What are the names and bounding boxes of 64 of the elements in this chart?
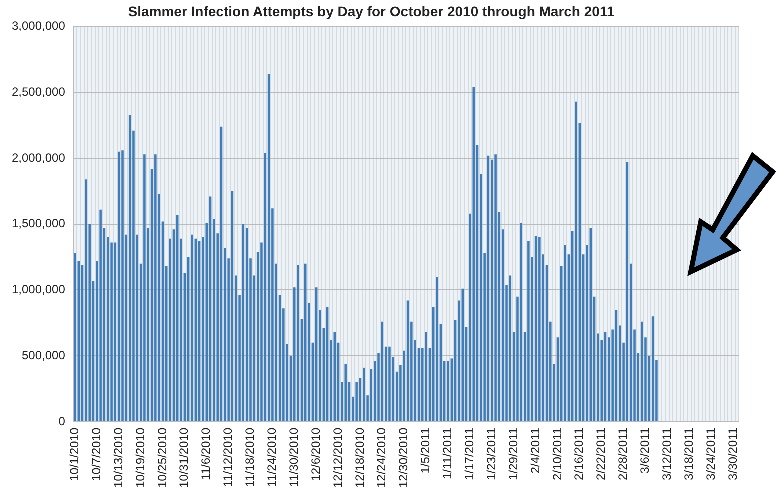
x-tick-label: 3/18/2011 xyxy=(682,428,696,480)
x-tick-label: 3/30/2011 xyxy=(726,428,740,480)
x-tick-label: 12/18/2010 xyxy=(352,428,367,488)
bar xyxy=(363,368,366,422)
x-tick-label: 11/12/2010 xyxy=(221,428,236,488)
bar xyxy=(74,253,76,422)
bar xyxy=(191,234,194,422)
x-tick-label: 2/28/2011 xyxy=(616,428,630,480)
y-tick-label: 3,000,000 xyxy=(12,19,66,34)
bar xyxy=(472,87,475,422)
y-tick-label: 1,000,000 xyxy=(12,282,66,297)
x-tick-label: 12/6/2010 xyxy=(308,428,323,482)
x-tick-label: 10/19/2010 xyxy=(133,428,148,488)
y-tick-label: 0 xyxy=(58,414,66,428)
x-tick-label: 2/16/2011 xyxy=(572,428,586,480)
x-tick-label: 1/11/2011 xyxy=(440,428,455,480)
bar xyxy=(100,210,102,422)
x-tick-label: 10/31/2010 xyxy=(177,428,192,488)
x-tick-label: 10/7/2010 xyxy=(89,428,104,482)
x-tick-label: 1/29/2011 xyxy=(506,428,520,480)
x-tick-label: 10/25/2010 xyxy=(155,428,170,488)
chart-title: Slammer Infection Attempts by Day for October 2010 through March 2011 xyxy=(128,3,615,20)
bar xyxy=(436,277,438,422)
bar xyxy=(528,241,530,422)
x-tick-label: 12/30/2010 xyxy=(396,428,411,488)
x-tick-label: 12/12/2010 xyxy=(330,428,345,488)
x-tick-label: 2/22/2011 xyxy=(594,428,608,480)
x-tick-label: 11/18/2010 xyxy=(243,428,258,488)
x-tick-label: 3/12/2011 xyxy=(660,428,674,480)
bar xyxy=(590,228,592,422)
x-tick-label: 3/24/2011 xyxy=(704,428,718,480)
x-tick-label: 11/30/2010 xyxy=(286,428,301,488)
y-tick-label: 2,000,000 xyxy=(12,150,66,165)
bar xyxy=(425,332,428,422)
bar xyxy=(356,382,358,422)
bar xyxy=(462,288,464,422)
x-tick-label: 1/23/2011 xyxy=(484,428,498,480)
x-tick-label: 11/6/2010 xyxy=(199,428,214,480)
bar xyxy=(344,364,347,422)
bar xyxy=(494,154,497,422)
bar xyxy=(304,264,307,422)
x-tick-label: 10/13/2010 xyxy=(111,428,126,488)
x-tick-label: 11/24/2010 xyxy=(265,428,280,488)
y-tick-label: 1,500,000 xyxy=(12,216,66,231)
bar xyxy=(144,154,146,422)
x-tick-label: 12/24/2010 xyxy=(374,428,389,488)
bar xyxy=(334,332,336,422)
bar xyxy=(538,238,541,422)
bar xyxy=(85,180,88,422)
bar xyxy=(575,102,578,422)
x-tick-label: 2/10/2011 xyxy=(550,428,564,480)
x-tick-label: 1/5/2011 xyxy=(418,428,433,474)
bar xyxy=(154,154,157,422)
bar xyxy=(122,150,124,422)
bar xyxy=(564,245,566,422)
bar xyxy=(297,265,300,422)
x-tick-label: 10/1/2010 xyxy=(68,428,82,482)
bar xyxy=(388,346,391,422)
bar xyxy=(447,361,450,422)
x-tick-label: 3/6/2011 xyxy=(638,428,652,474)
x-tick-label: 1/17/2011 xyxy=(462,428,477,480)
y-tick-label: 2,500,000 xyxy=(12,84,66,99)
y-tick-label: 500,000 xyxy=(22,348,66,362)
x-tick-label: 2/4/2011 xyxy=(528,428,542,474)
